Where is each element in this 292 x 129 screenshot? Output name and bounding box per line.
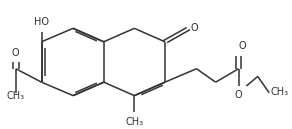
Text: CH₃: CH₃ [7,91,25,101]
Text: O: O [235,90,242,100]
Text: CH₃: CH₃ [125,117,143,127]
Text: O: O [239,41,246,51]
Text: O: O [12,47,20,58]
Text: O: O [190,23,198,33]
Text: HO: HO [34,17,49,27]
Text: CH₃: CH₃ [271,87,289,96]
